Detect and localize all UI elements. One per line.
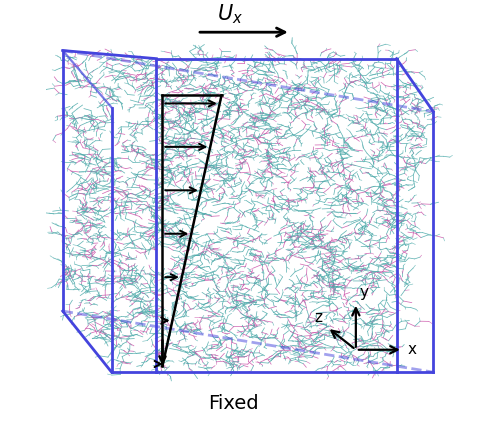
Text: x: x xyxy=(408,342,416,357)
Text: $U_x$: $U_x$ xyxy=(216,3,242,26)
Text: y: y xyxy=(360,285,369,300)
Text: Fixed: Fixed xyxy=(208,394,259,413)
Text: z: z xyxy=(314,310,322,325)
